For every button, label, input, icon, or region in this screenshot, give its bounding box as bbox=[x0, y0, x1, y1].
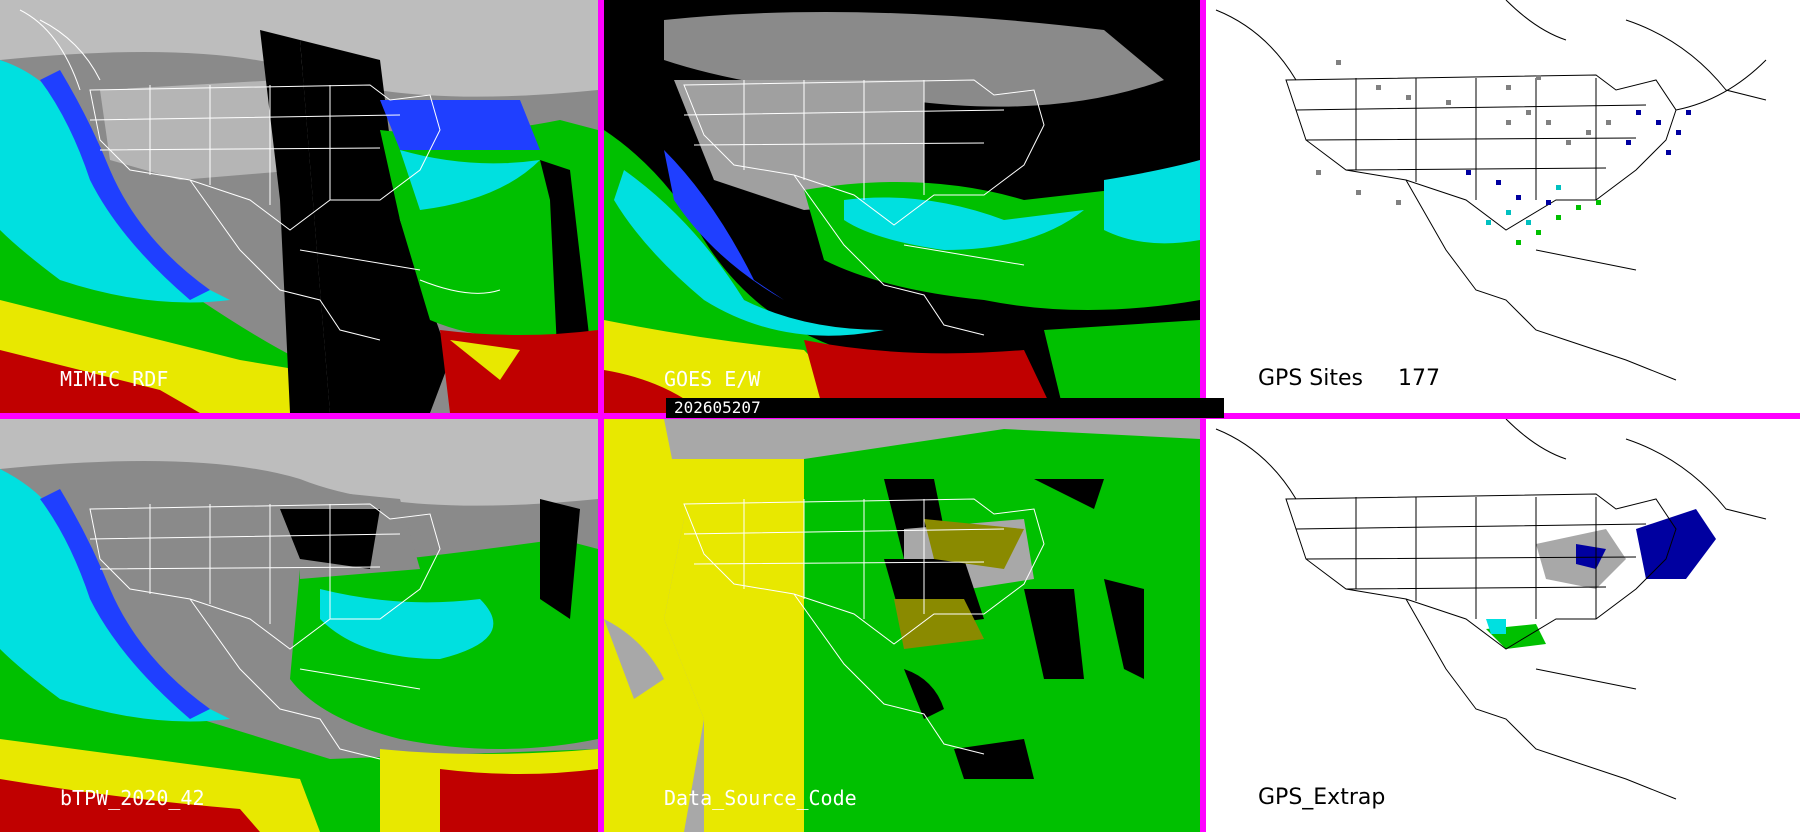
panel-label: GPS_Extrap bbox=[1258, 785, 1386, 810]
btpw-map bbox=[0, 419, 598, 832]
panel-btpw: bTPW_2020_42 bbox=[0, 419, 598, 832]
panel-label: bTPW_2020_42 bbox=[60, 786, 205, 810]
panel-gps-sites: GPS Sites 177 bbox=[1206, 0, 1800, 413]
panel-label: MIMIC RDF bbox=[60, 367, 169, 391]
gps-sites-title: GPS Sites bbox=[1258, 366, 1363, 391]
gps-sites-map bbox=[1206, 0, 1800, 413]
data-source-code-map bbox=[604, 419, 1200, 832]
timestamp-bar: 202605207 bbox=[666, 398, 1224, 418]
panel-goes-ew: GOES E/W bbox=[604, 0, 1200, 413]
mimic-rdf-map bbox=[0, 0, 598, 413]
panel-mimic-rdf: MIMIC RDF bbox=[0, 0, 598, 413]
panel-label: GPS Sites 177 bbox=[1258, 366, 1440, 391]
gps-sites-count: 177 bbox=[1397, 366, 1440, 391]
gps-extrap-map bbox=[1206, 419, 1800, 832]
panel-label: Data_Source_Code bbox=[664, 786, 857, 810]
panel-label: GOES E/W bbox=[664, 367, 761, 391]
panel-gps-extrap: GPS_Extrap bbox=[1206, 419, 1800, 832]
panel-data-source-code: Data_Source_Code bbox=[604, 419, 1200, 832]
goes-ew-map bbox=[604, 0, 1200, 413]
